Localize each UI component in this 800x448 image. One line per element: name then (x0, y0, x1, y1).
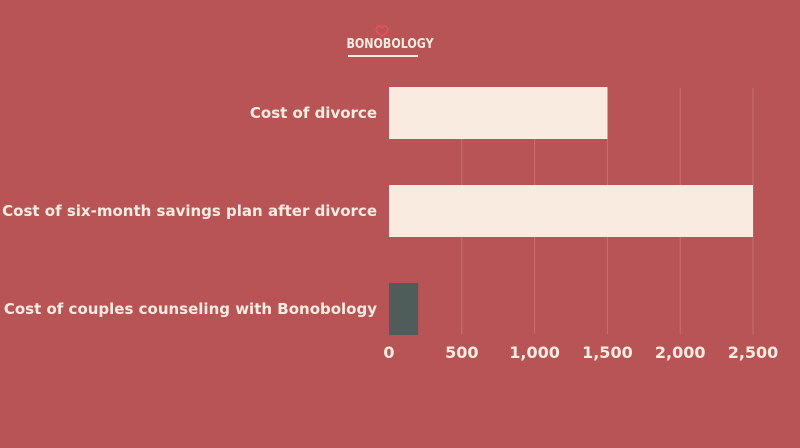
brand-logo[interactable]: BONOBOLOGY (340, 25, 434, 59)
x-tick-label: 2,000 (655, 343, 706, 362)
heart-icon (375, 25, 389, 37)
bar (389, 185, 753, 237)
category-label: Cost of six-month savings plan after div… (2, 202, 377, 220)
bar (389, 283, 419, 335)
x-tick-label: 1,500 (582, 343, 633, 362)
x-tick-label: 1,000 (509, 343, 560, 362)
brand-wordmark: BONOBOLOGY (346, 37, 434, 52)
category-label: Cost of couples counseling with Bonobolo… (4, 300, 377, 318)
brand-underline (348, 55, 418, 57)
x-tick-label: 2,500 (728, 343, 779, 362)
x-tick-label: 0 (383, 343, 394, 362)
x-tick-label: 500 (445, 343, 478, 362)
category-label: Cost of divorce (250, 104, 377, 122)
bar (389, 87, 608, 139)
